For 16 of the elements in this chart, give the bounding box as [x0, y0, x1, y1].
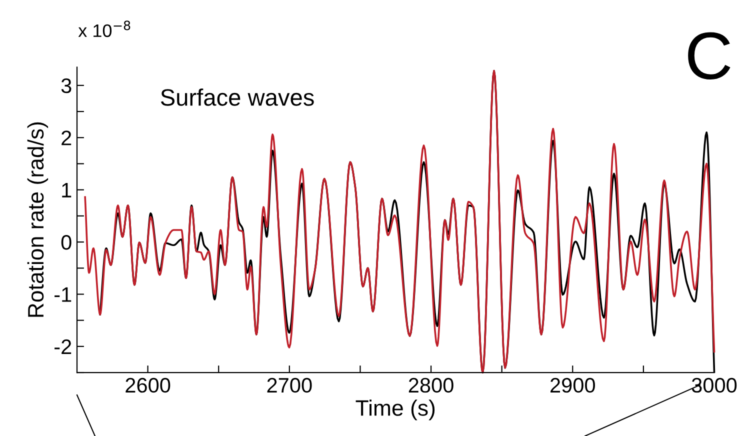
y-tick-label: 3 — [61, 78, 72, 94]
x-axis-title: Time (s) — [356, 400, 435, 420]
y-tick-label: 0 — [61, 235, 72, 250]
text: x 10$^{−8}$ — [78, 20, 130, 38]
x-tick-label: 2800 — [408, 378, 454, 393]
y-tick-label: -1 — [54, 287, 72, 302]
x-tick-label: 2600 — [126, 378, 170, 393]
y-tick-label: 1 — [62, 183, 72, 198]
y-tick-label: 2 — [62, 130, 72, 146]
x-tick-label: 3000 — [692, 378, 737, 393]
annotation: Surface waves — [160, 88, 314, 106]
y-tick-label: -2 — [54, 339, 72, 354]
x-tick-label: 2900 — [550, 378, 595, 393]
y-axis-title: Rotation rate (rad/s) — [27, 122, 48, 317]
x-tick-label: 2700 — [267, 378, 312, 393]
annotation: C — [688, 32, 730, 80]
